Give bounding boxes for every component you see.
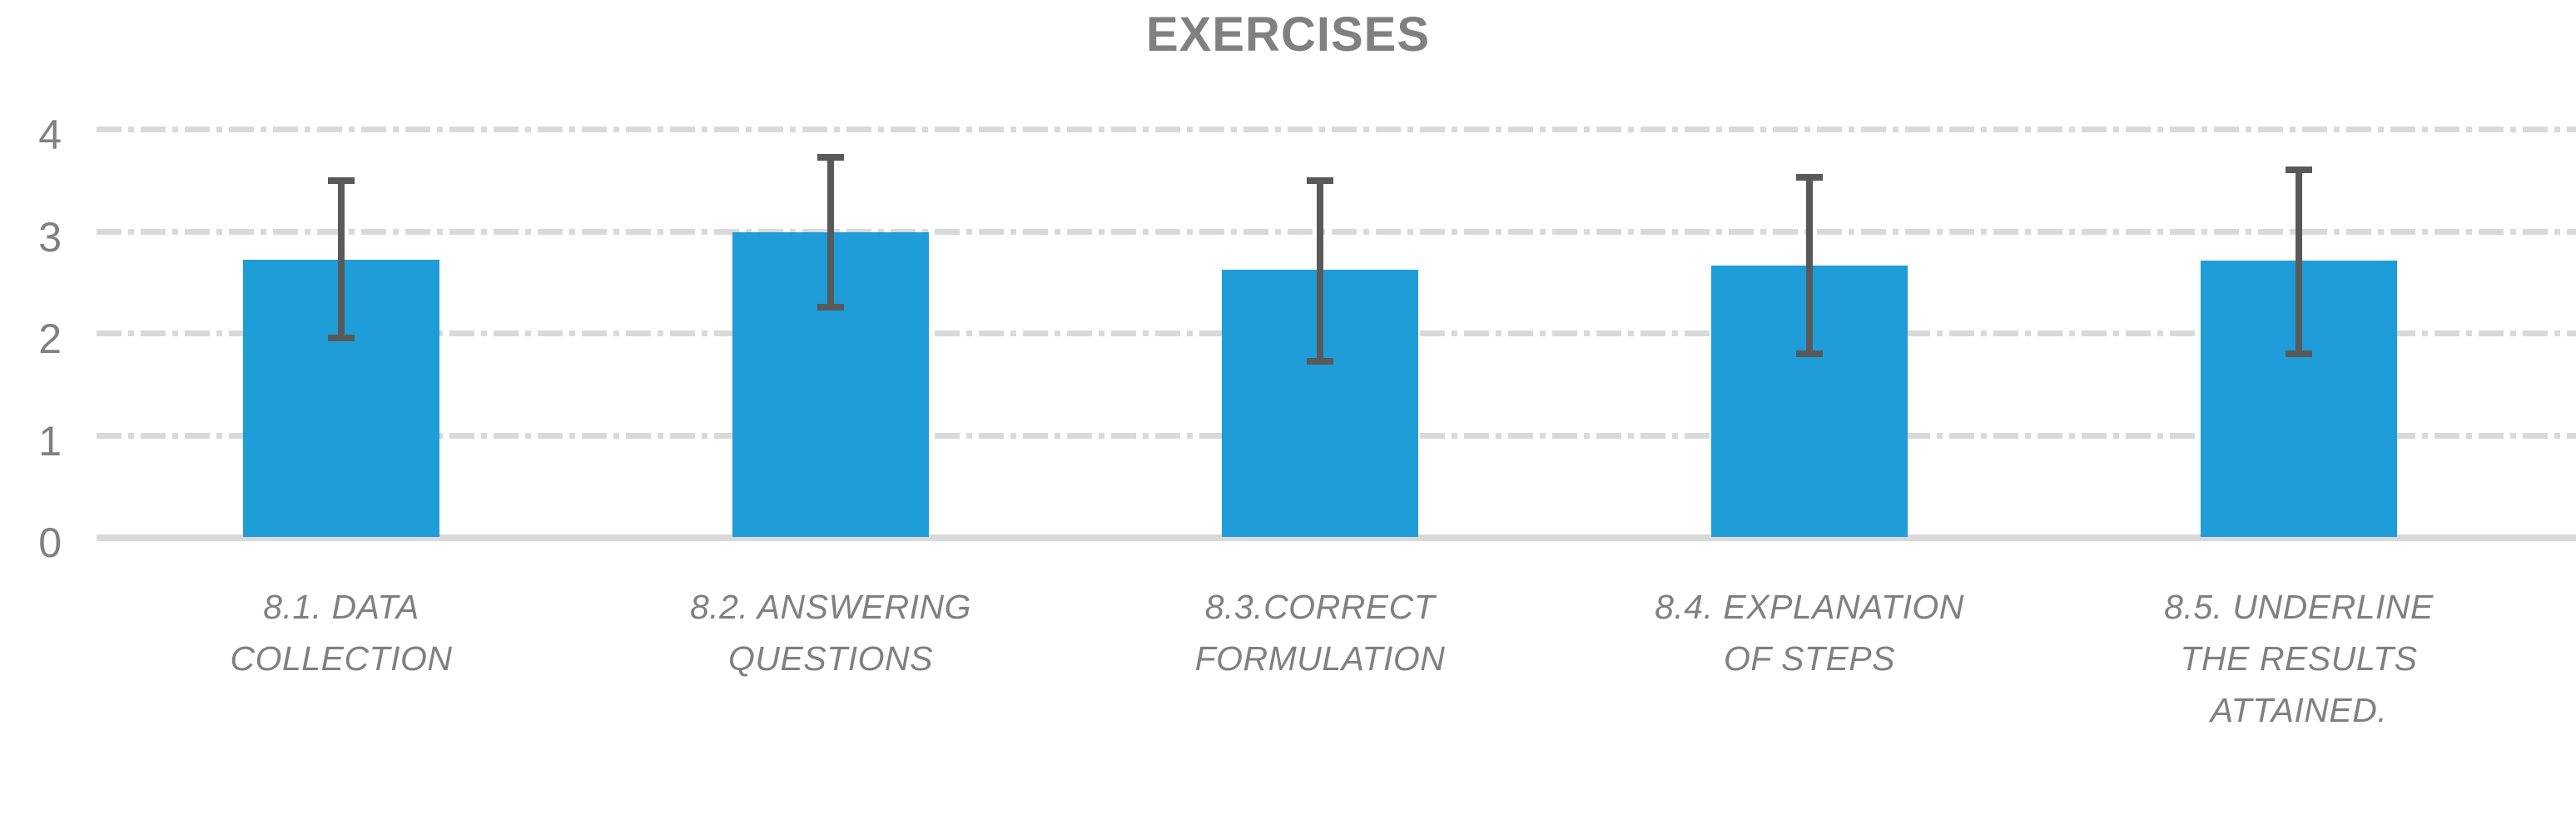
x-axis-label: 8.4. EXPLANATION OF STEPS <box>1565 581 2054 684</box>
error-bar-stem <box>827 157 834 308</box>
y-axis-tick-label: 3 <box>38 213 62 261</box>
x-axis-label: 8.1. DATA COLLECTION <box>97 581 586 684</box>
error-bar-cap-top <box>817 154 844 162</box>
x-axis-label-line: 8.1. DATA <box>263 588 419 626</box>
gridline <box>97 228 2576 235</box>
x-axis-label-line: 8.2. ANSWERING <box>689 588 972 626</box>
error-bar-stem <box>338 181 345 339</box>
x-axis-label-line: THE RESULTS <box>2180 639 2418 678</box>
error-bar-cap-top <box>1796 173 1823 181</box>
error-bar-cap-bottom <box>328 335 355 342</box>
error-bar-cap-bottom <box>1796 350 1823 357</box>
x-axis-label: 8.2. ANSWERING QUESTIONS <box>586 581 1075 684</box>
error-bar-stem <box>2296 170 2302 354</box>
error-bar-cap-top <box>2286 166 2312 173</box>
x-axis-label-line: 8.5. UNDERLINE <box>2164 588 2434 626</box>
error-bar-stem <box>1806 176 1813 354</box>
error-bar-stem <box>1317 181 1323 362</box>
x-axis-label-line: COLLECTION <box>230 639 453 678</box>
error-bar-cap-top <box>1307 177 1333 185</box>
x-axis-label-line: 8.4. EXPLANATION <box>1655 588 1964 626</box>
x-axis-label-line: OF STEPS <box>1723 639 1896 678</box>
x-axis-label-line: QUESTIONS <box>728 639 933 678</box>
y-axis-tick-label: 2 <box>38 316 62 362</box>
x-axis-label-line: 8.3.CORRECT <box>1204 588 1436 626</box>
x-axis-label: 8.5. UNDERLINE THE RESULTS ATTAINED. <box>2054 581 2544 736</box>
error-bar-cap-top <box>328 177 355 185</box>
error-bar-cap-bottom <box>817 304 844 311</box>
x-axis-label: 8.3.CORRECT FORMULATION <box>1075 581 1565 684</box>
x-axis-label-line: ATTAINED. <box>2210 691 2388 729</box>
gridline <box>97 127 2576 132</box>
y-axis-tick-label: 0 <box>38 519 62 566</box>
error-bar-cap-bottom <box>1307 358 1333 365</box>
y-axis-tick-label: 4 <box>38 112 62 158</box>
error-bar-cap-bottom <box>2286 350 2312 357</box>
x-axis-line <box>97 534 2576 541</box>
x-axis-label-line: FORMULATION <box>1194 639 1446 678</box>
y-axis-tick-label: 1 <box>38 417 62 465</box>
chart-title: EXERCISES <box>1146 7 1430 62</box>
